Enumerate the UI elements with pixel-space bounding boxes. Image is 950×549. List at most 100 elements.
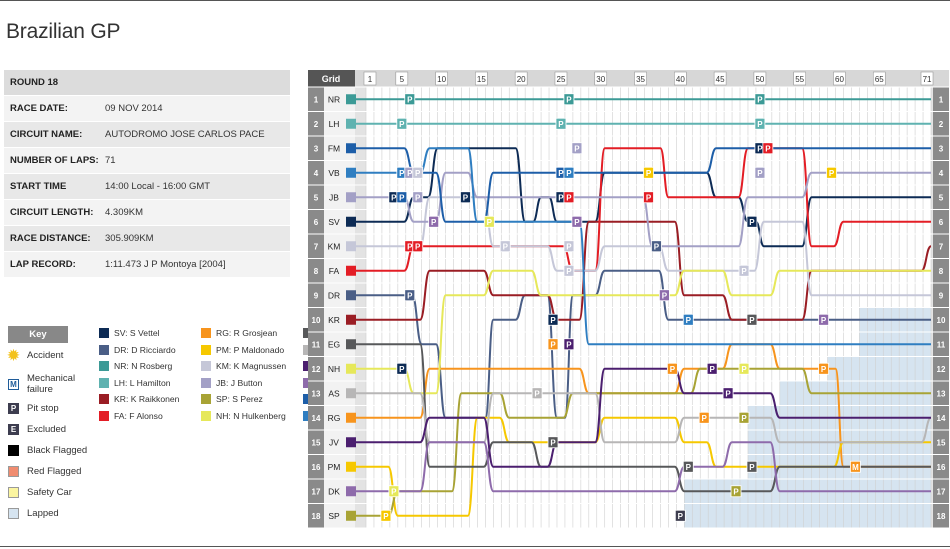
info-key: RACE DATE: <box>10 103 68 114</box>
driver-color-swatch <box>201 344 211 355</box>
pit-stop-marker <box>396 117 408 130</box>
pit-stop-letter: P <box>407 243 413 252</box>
lap-tick-label: 15 <box>477 75 486 84</box>
pit-stop-letter: P <box>415 243 421 252</box>
position-label-left: 5 <box>314 193 319 202</box>
lap-tick-box <box>713 71 727 86</box>
driver-legend-label: PM: P Maldonado <box>216 344 285 355</box>
pit-stop-letter: P <box>749 316 755 325</box>
pit-stop-marker <box>643 191 654 204</box>
driver-legend-label: EG: E Gutierrez <box>318 328 379 338</box>
driver-line-jv <box>356 367 931 468</box>
pit-stop-letter: P <box>558 120 564 129</box>
position-label-right: 7 <box>939 242 944 251</box>
pit-stop-letter: P <box>566 341 572 350</box>
pit-stop-marker <box>412 191 424 204</box>
grid-driver-swatch <box>346 143 356 154</box>
bottom-rule <box>0 546 950 547</box>
pit-stop-marker <box>380 509 392 522</box>
position-label-right: 6 <box>939 218 944 227</box>
position-label-left: 17 <box>312 487 321 496</box>
pit-stop-marker <box>404 93 416 106</box>
info-row: NUMBER OF LAPS: 71 <box>4 148 290 174</box>
key-item: Safety Car <box>8 487 72 498</box>
pit-stop-marker <box>547 436 559 449</box>
driver-line-eg <box>356 343 931 493</box>
pit-stop-letter: P <box>678 512 684 521</box>
pit-stop-letter: P <box>646 169 652 178</box>
grid-driver-swatch <box>346 118 356 129</box>
position-label-left: 3 <box>314 144 319 153</box>
grid-driver-code: SP <box>328 511 340 521</box>
grid-driver-code: KM <box>328 241 341 251</box>
pit-stop-marker <box>674 509 686 522</box>
position-label-right: 8 <box>939 267 944 276</box>
lapped-icon <box>8 508 19 519</box>
pit-stop-marker <box>746 460 758 473</box>
pit-stop-letter: P <box>383 512 389 521</box>
pit-stop-marker <box>555 166 567 179</box>
pit-stop-marker <box>698 411 710 424</box>
info-row: RACE DISTANCE: 305.909KM <box>4 226 290 252</box>
pit-stop-letter: P <box>670 365 676 374</box>
position-label-left: 16 <box>312 463 321 472</box>
pit-stop-marker <box>547 313 559 326</box>
pit-stop-letter: P <box>415 169 421 178</box>
lap-tick-box <box>554 71 568 86</box>
driver-color-swatch <box>303 394 313 404</box>
key-title: Key <box>8 326 68 343</box>
driver-line-kr <box>356 220 932 321</box>
key-item: P Pit stop <box>8 403 59 414</box>
driver-line-pm <box>356 416 931 517</box>
lap-tick-box <box>435 71 448 86</box>
driver-legend-item: RG: R Grosjean <box>201 328 277 338</box>
pit-stop-marker <box>746 313 758 326</box>
driver-color-swatch <box>201 361 211 371</box>
pit-stop-letter: P <box>646 194 652 203</box>
lap-tick-box <box>363 71 377 86</box>
pit-stop-marker <box>563 240 575 253</box>
pit-stop-letter: P <box>741 365 747 374</box>
pit-stop-letter: P <box>757 145 763 154</box>
pit-stop-marker <box>483 215 495 228</box>
mechanical-failure-marker <box>850 460 861 473</box>
grid-header-bg <box>308 70 355 87</box>
key-item: Lapped <box>8 508 59 519</box>
grid-driver-swatch <box>346 94 356 105</box>
lap-tick-label: 30 <box>596 75 605 84</box>
lap-tick-box <box>674 71 687 86</box>
safety-car-icon <box>8 487 19 498</box>
lap-tick-label: 5 <box>400 75 405 84</box>
pit-stop-marker <box>762 142 774 155</box>
info-value: 14:00 Local - 16:00 GMT <box>105 181 211 192</box>
driver-legend-label: KR: K Raikkonen <box>114 394 180 404</box>
grid-driver-code: JV <box>329 437 339 447</box>
pit-stop-letter: P <box>431 218 437 227</box>
pit-stop-letter: P <box>829 169 835 178</box>
driver-legend-label: NR: N Rosberg <box>114 361 173 371</box>
driver-legend-item: DK: D Kvyat <box>303 377 365 388</box>
pit-stop-letter: P <box>566 267 572 276</box>
driver-legend-item: SV: S Vettel <box>99 328 160 338</box>
pit-stop-letter: P <box>399 365 405 374</box>
driver-lines <box>356 98 932 517</box>
pit-stop-letter: P <box>749 463 755 472</box>
pit-stop-marker <box>738 264 750 277</box>
pit-stop-letter: P <box>503 243 509 252</box>
pit-stop-marker <box>547 338 559 351</box>
pit-stop-marker <box>682 313 694 326</box>
position-label-right: 17 <box>937 487 946 496</box>
driver-line-sv <box>356 147 931 248</box>
grid-driver-code: LH <box>329 119 340 129</box>
pit-stop-marker <box>754 93 766 106</box>
pit-stop-letter: P <box>574 145 580 154</box>
grid-code-column <box>324 87 355 528</box>
driver-legend-item: NH: N Hulkenberg <box>201 410 286 421</box>
pit-stop-letter: P <box>821 316 827 325</box>
info-key: START TIME <box>10 181 67 192</box>
pit-stop-letter: P <box>566 194 572 203</box>
position-label-right: 18 <box>937 512 946 521</box>
grid-driver-swatch <box>346 461 356 472</box>
page-title: Brazilian GP <box>6 20 121 43</box>
driver-legend-item: KR: K Raikkonen <box>99 394 179 404</box>
